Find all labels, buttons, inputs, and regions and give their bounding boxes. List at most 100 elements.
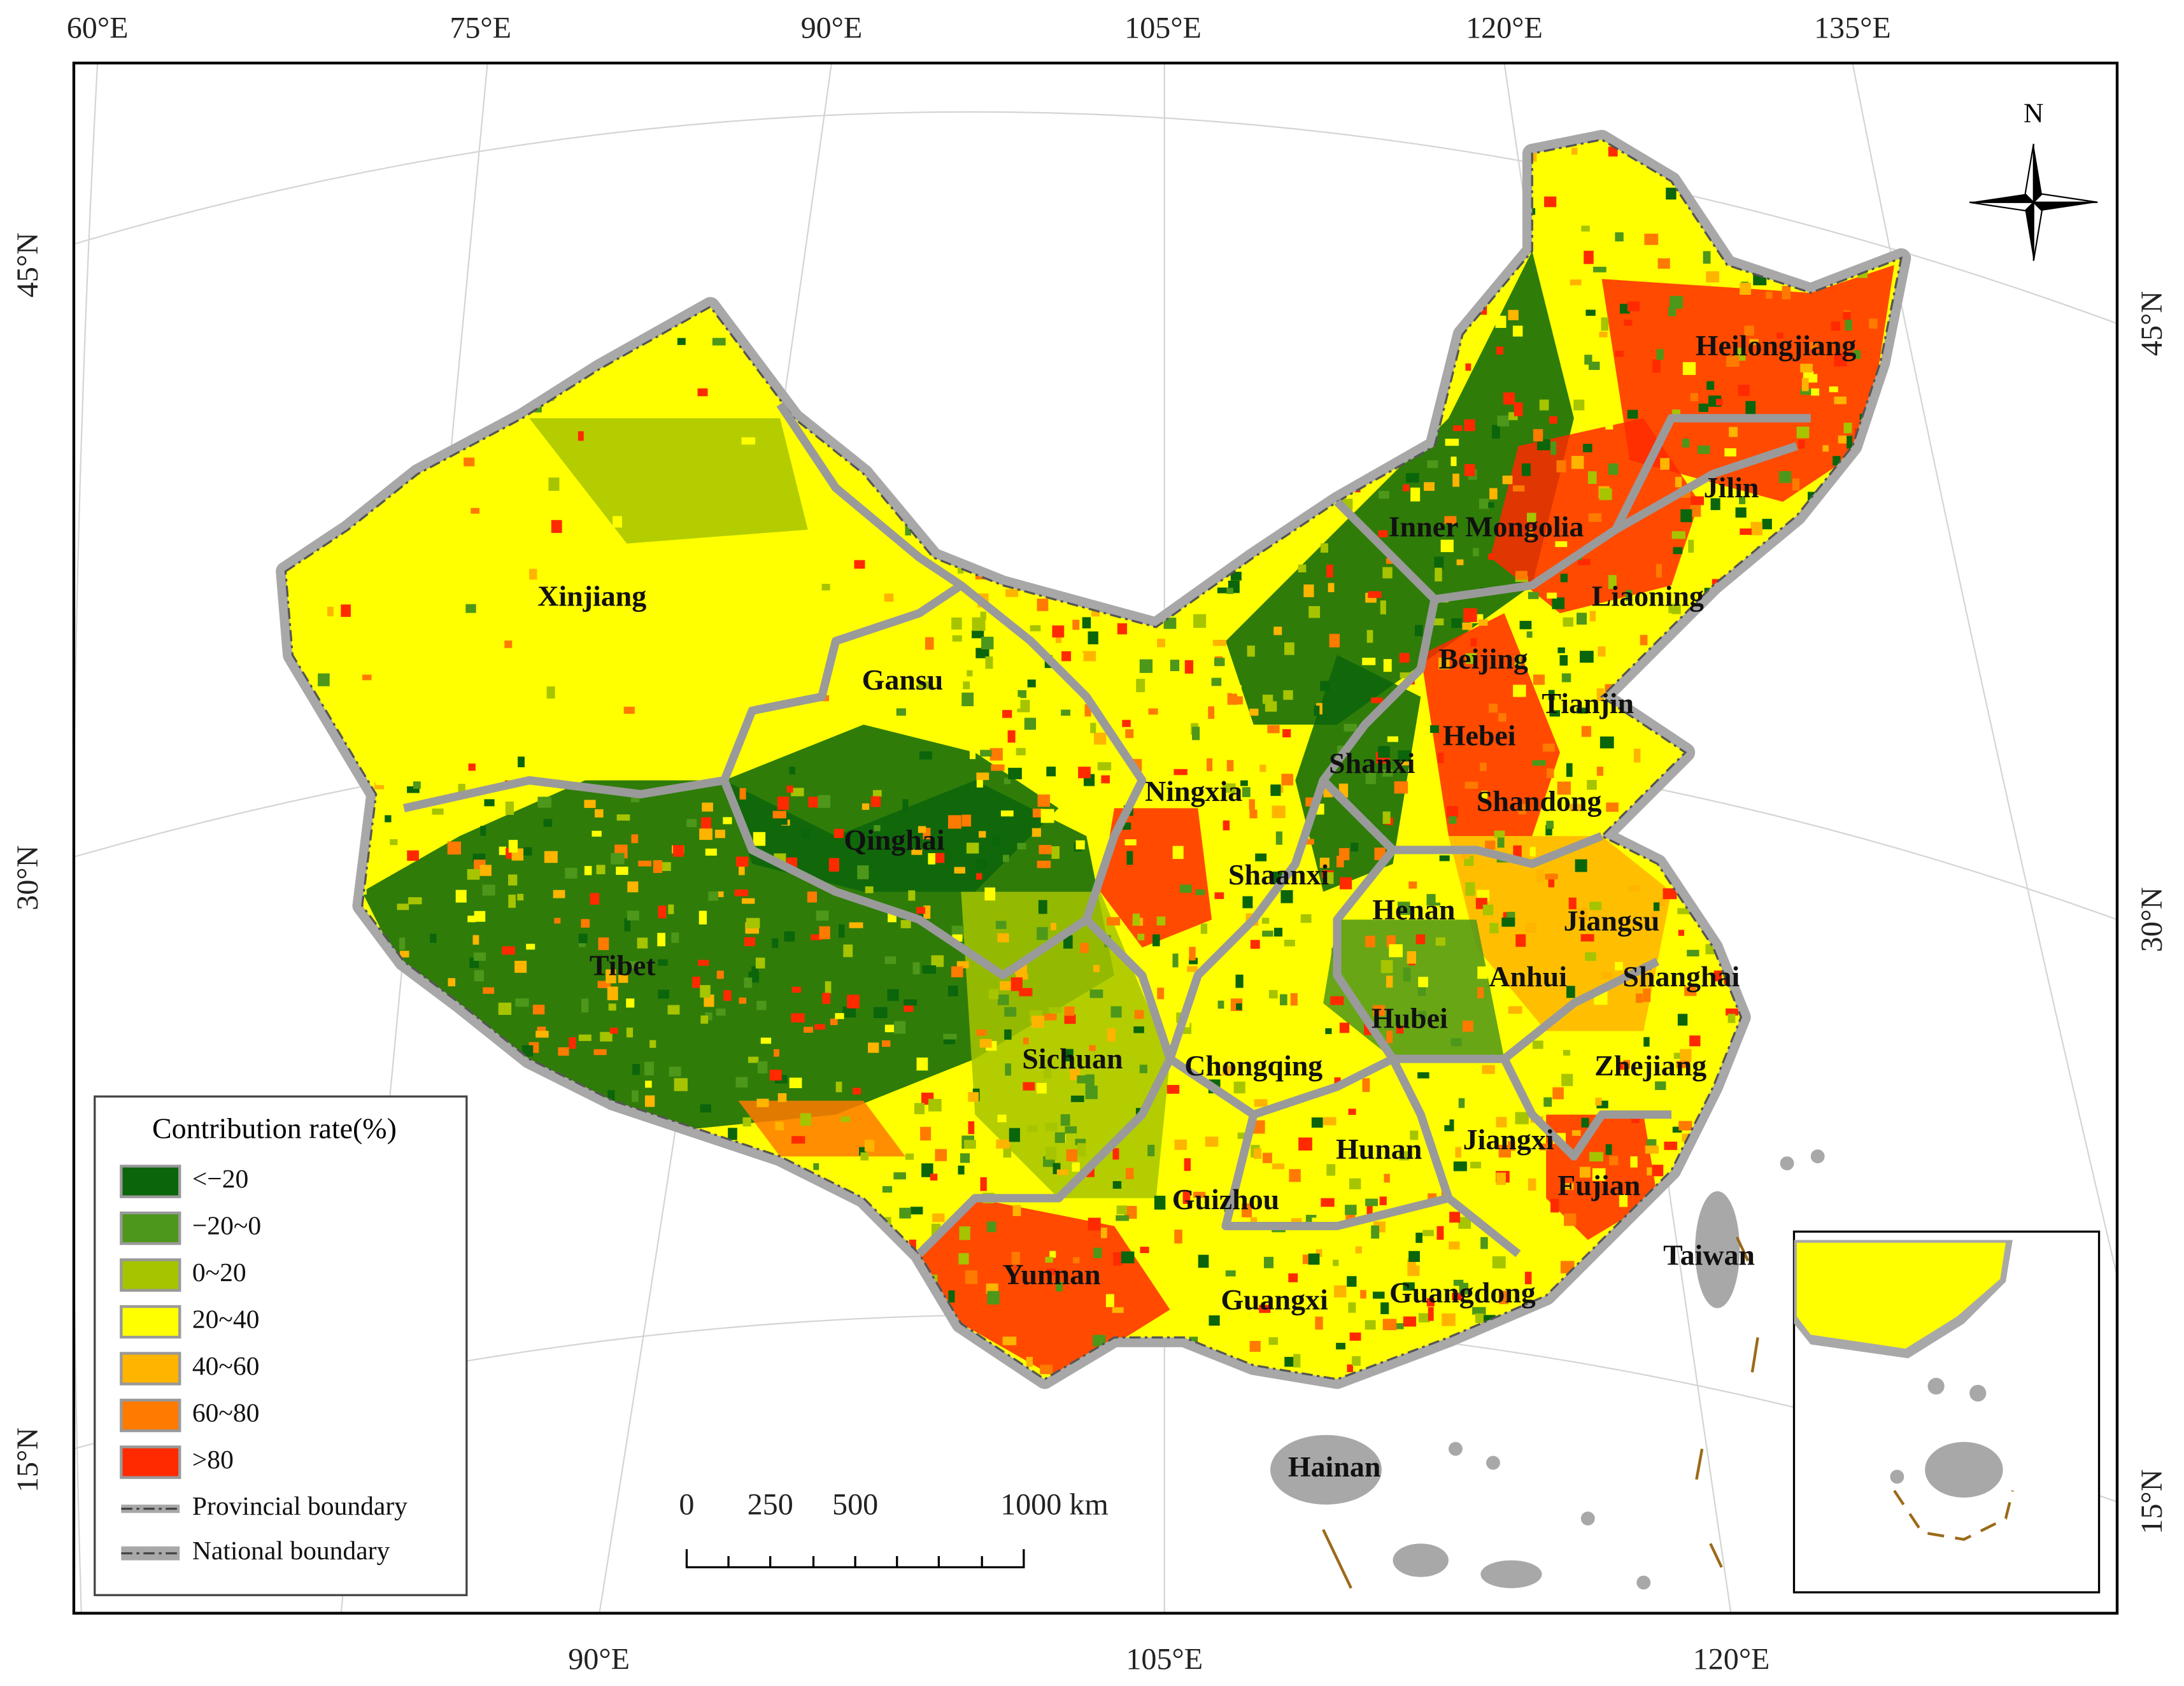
raster-speckle xyxy=(1288,1273,1298,1282)
raster-speckle xyxy=(1464,781,1478,789)
raster-speckle xyxy=(514,961,527,973)
raster-speckle xyxy=(1394,781,1408,794)
raster-speckle xyxy=(1198,1254,1209,1268)
raster-speckle xyxy=(1372,1291,1385,1299)
raster-speckle xyxy=(1097,762,1112,770)
raster-speckle xyxy=(1800,388,1812,395)
raster-speckle xyxy=(480,826,486,836)
raster-speckle xyxy=(644,1061,654,1076)
raster-speckle xyxy=(1030,625,1041,632)
raster-speckle xyxy=(1559,655,1568,666)
raster-speckle xyxy=(1116,1205,1127,1215)
raster-speckle xyxy=(1529,847,1536,857)
raster-speckle xyxy=(1690,504,1701,517)
raster-speckle xyxy=(600,1031,613,1042)
raster-speckle xyxy=(789,1077,802,1089)
raster-speckle xyxy=(756,1098,769,1107)
raster-speckle xyxy=(1782,285,1791,300)
raster-speckle xyxy=(1627,409,1638,419)
raster-speckle xyxy=(1418,977,1428,988)
raster-speckle xyxy=(1577,558,1591,565)
raster-speckle xyxy=(1362,1078,1370,1093)
raster-speckle xyxy=(1298,1137,1312,1151)
raster-speckle xyxy=(1125,1168,1134,1180)
raster-speckle xyxy=(1186,1293,1194,1305)
raster-speckle xyxy=(1745,400,1756,414)
raster-speckle xyxy=(1543,1097,1552,1107)
raster-speckle xyxy=(1525,923,1537,933)
scale-label: 1000 km xyxy=(1000,1487,1109,1521)
raster-speckle xyxy=(1365,935,1375,947)
raster-speckle xyxy=(1571,456,1584,469)
raster-speckle xyxy=(1596,688,1605,702)
raster-speckle xyxy=(1408,881,1417,889)
raster-speckle xyxy=(928,1098,942,1112)
raster-speckle xyxy=(884,1024,897,1033)
raster-speckle xyxy=(884,1201,891,1212)
raster-speckle xyxy=(1045,1123,1058,1131)
raster-speckle xyxy=(1796,427,1810,439)
raster-speckle xyxy=(1117,623,1128,635)
raster-speckle xyxy=(1236,1003,1242,1010)
raster-speckle xyxy=(592,830,602,837)
raster-speckle xyxy=(1552,1087,1564,1100)
raster-speckle xyxy=(957,563,964,574)
raster-speckle xyxy=(1798,439,1805,449)
raster-speckle xyxy=(1254,1099,1268,1107)
raster-speckle xyxy=(1599,488,1612,500)
raster-speckle xyxy=(995,921,1007,930)
raster-speckle xyxy=(926,617,941,625)
raster-speckle xyxy=(1703,251,1711,264)
raster-speckle xyxy=(814,1024,825,1030)
raster-speckle xyxy=(1608,575,1617,589)
raster-speckle xyxy=(874,825,881,832)
raster-speckle xyxy=(1383,659,1392,672)
raster-speckle xyxy=(1326,564,1333,578)
raster-speckle xyxy=(1671,531,1685,539)
raster-speckle xyxy=(1418,1313,1430,1322)
raster-region xyxy=(919,1198,1170,1380)
raster-speckle xyxy=(596,865,606,875)
raster-speckle xyxy=(1002,710,1012,718)
raster-speckle xyxy=(1230,592,1242,606)
raster-speckle xyxy=(1410,1130,1419,1140)
sea-boundary-dashes xyxy=(1322,1236,1759,1589)
raster-speckle xyxy=(1653,902,1660,911)
raster-speckle xyxy=(1494,830,1505,838)
raster-speckle xyxy=(1023,1082,1035,1091)
province-label: Guangdong xyxy=(1389,1276,1536,1308)
raster-speckle xyxy=(1223,820,1230,831)
raster-speckle xyxy=(916,1057,928,1071)
raster-speckle xyxy=(1706,381,1715,390)
raster-speckle xyxy=(1107,917,1121,926)
raster-speckle xyxy=(781,815,788,825)
raster-speckle xyxy=(1051,846,1060,859)
raster-speckle xyxy=(922,965,937,974)
raster-speckle xyxy=(1587,471,1597,485)
raster-speckle xyxy=(390,839,398,846)
raster-speckle xyxy=(756,1000,767,1010)
raster-speckle xyxy=(1322,872,1334,884)
raster-speckle xyxy=(1027,1125,1038,1132)
raster-speckle xyxy=(1408,1250,1420,1262)
raster-speckle xyxy=(1449,816,1457,824)
raster-speckle xyxy=(1132,913,1140,926)
raster-speckle xyxy=(1452,473,1459,487)
raster-speckle xyxy=(1492,1256,1506,1269)
raster-speckle xyxy=(1740,528,1752,535)
raster-speckle xyxy=(554,917,561,924)
raster-speckle xyxy=(1008,767,1022,779)
raster-speckle xyxy=(935,1149,947,1161)
raster-speckle xyxy=(1666,187,1677,200)
legend-label: >80 xyxy=(192,1445,234,1474)
raster-speckle xyxy=(1064,1006,1075,1016)
raster-speckle xyxy=(375,772,386,785)
south-china-sea-inset xyxy=(1792,1230,2101,1594)
legend-swatch xyxy=(120,1258,181,1292)
raster-speckle xyxy=(581,998,589,1013)
raster-speckle xyxy=(1112,1148,1119,1160)
legend-swatch xyxy=(120,1398,181,1433)
raster-speckle xyxy=(723,990,732,1001)
raster-speckle xyxy=(595,809,604,818)
raster-speckle xyxy=(479,865,492,876)
